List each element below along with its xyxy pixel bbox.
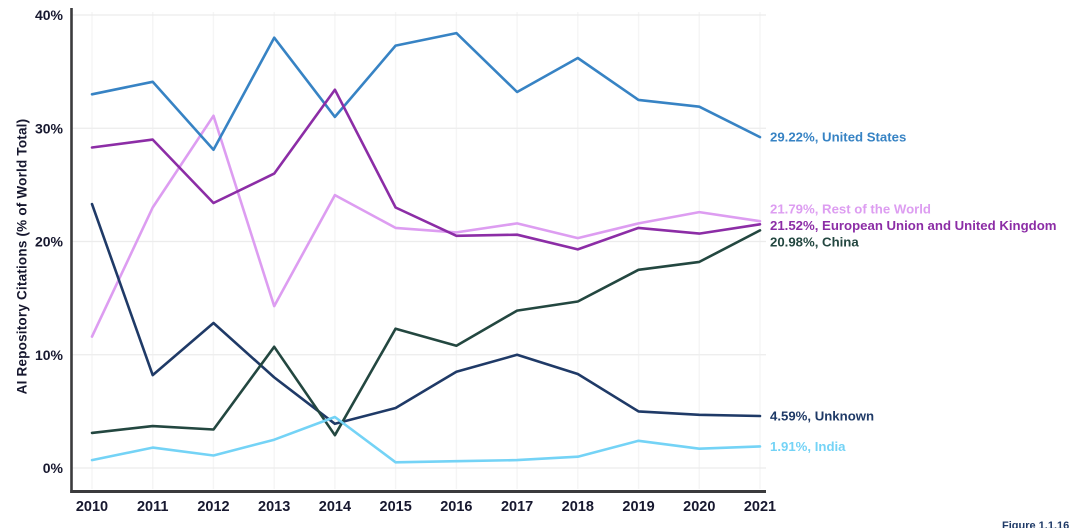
series-line-india — [90, 415, 762, 464]
x-tick-label: 2013 — [258, 499, 290, 515]
series-end-label-united-states: 29.22%, United States — [770, 130, 906, 145]
x-tick-label: 2010 — [76, 499, 108, 515]
series-line-unknown — [90, 202, 762, 426]
series-line-united-states — [90, 31, 762, 152]
series-line-rest-of-the-world — [90, 114, 762, 338]
series-end-label-india: 1.91%, India — [770, 439, 846, 454]
x-tick-label: 2011 — [137, 499, 168, 515]
y-tick-label: 40% — [35, 7, 64, 23]
y-tick-label: 10% — [35, 347, 64, 363]
partial-figure-caption: Figure 1.1.16 — [1002, 520, 1070, 528]
x-tick-label: 2021 — [744, 499, 776, 515]
x-tick-label: 2018 — [562, 499, 594, 515]
y-tick-label: 0% — [43, 460, 64, 476]
x-tick-label: 2020 — [683, 499, 715, 515]
y-tick-label: 30% — [35, 120, 64, 136]
series-end-label-rest-of-the-world: 21.79%, Rest of the World — [770, 201, 931, 216]
series-end-label-unknown: 4.59%, Unknown — [770, 409, 874, 424]
x-tick-label: 2014 — [319, 499, 351, 515]
x-tick-label: 2012 — [197, 499, 229, 515]
series-line-european-union-and-united-kingdom — [90, 88, 762, 251]
x-tick-label: 2015 — [380, 499, 412, 515]
x-tick-label: 2019 — [622, 499, 654, 515]
series-end-label-china: 20.98%, China — [770, 234, 859, 249]
x-tick-label: 2017 — [501, 499, 533, 515]
series-line-china — [90, 229, 762, 437]
series-end-label-european-union-and-united-kingdom: 21.52%, European Union and United Kingdo… — [770, 218, 1057, 233]
y-tick-label: 20% — [35, 234, 64, 250]
x-tick-label: 2016 — [440, 499, 472, 515]
